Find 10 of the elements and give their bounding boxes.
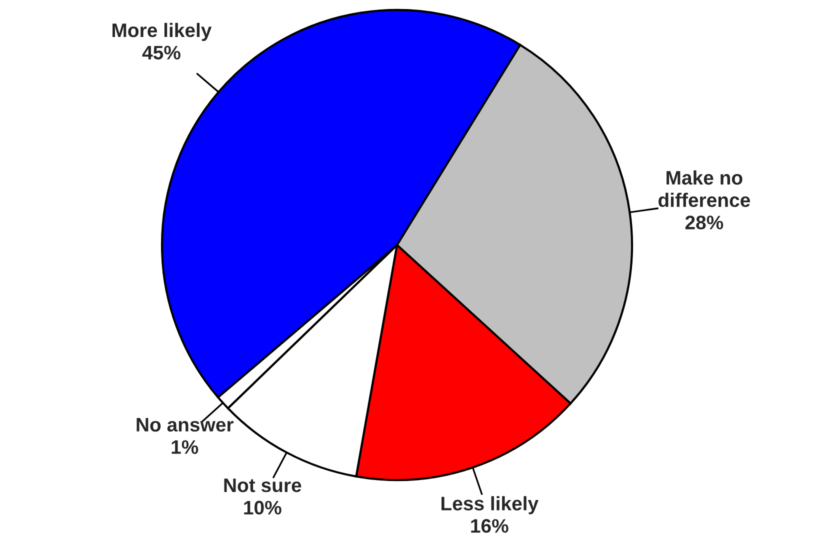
data-label: 10% — [244, 500, 282, 515]
slice-label: No answer — [136, 418, 234, 432]
data-label: 28% — [685, 216, 724, 230]
data-label: 45% — [142, 46, 180, 60]
data-label: 1% — [172, 440, 198, 454]
slice-label: Not sure — [224, 478, 302, 492]
slice-label: More likely — [112, 22, 212, 42]
data-label: 16% — [471, 519, 508, 533]
slice-label: Make no difference — [658, 170, 750, 208]
slice-label: Less likely — [442, 496, 538, 514]
